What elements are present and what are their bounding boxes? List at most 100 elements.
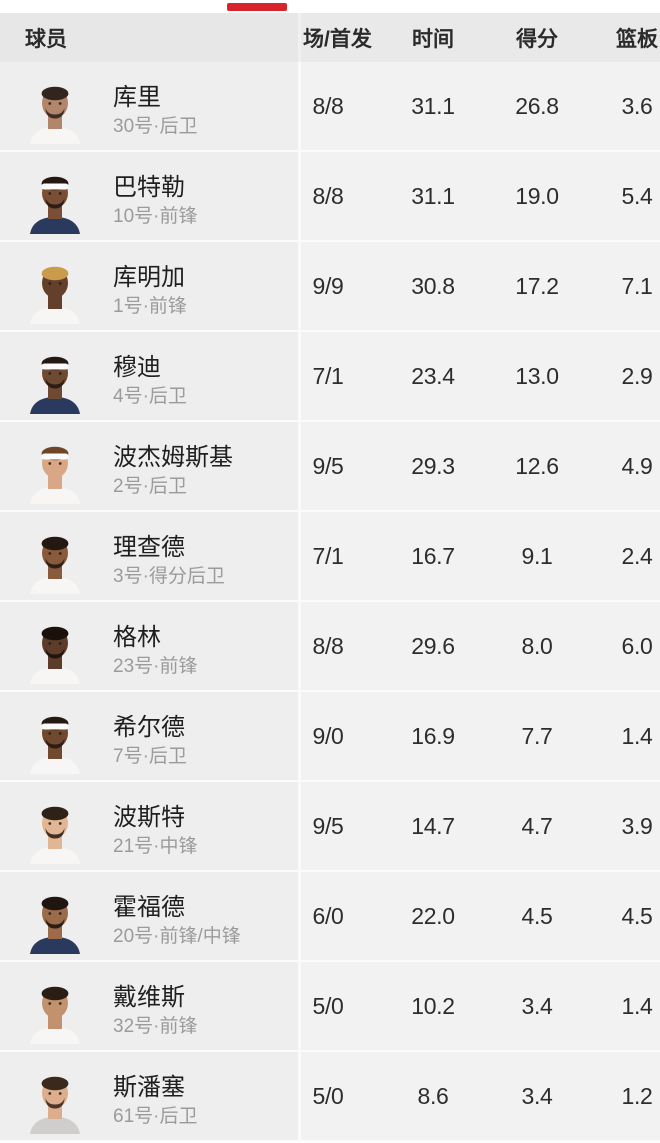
stat-minutes: 30.8: [411, 272, 455, 299]
player-row[interactable]: 格林 23号·前锋 8/8 29.6 8.0 6.0: [0, 602, 660, 692]
stat-games-starts: 9/5: [312, 452, 344, 479]
stat-games-starts: 8/8: [312, 182, 344, 209]
jersey-shape: [30, 397, 80, 414]
stat-minutes: 31.1: [411, 92, 455, 119]
player-avatar: [29, 352, 81, 414]
stats-table-header: 球员 场/首发 时间 得分 篮板: [0, 13, 660, 62]
stat-points: 26.8: [515, 92, 559, 119]
jersey-shape: [30, 757, 80, 774]
jersey-shape: [30, 307, 80, 324]
stat-points: 3.4: [521, 992, 553, 1019]
stat-points: 13.0: [515, 362, 559, 389]
player-avatar: [29, 82, 81, 144]
player-avatar: [29, 892, 81, 954]
jersey-shape: [30, 847, 80, 864]
player-number-position: 10号·前锋: [113, 206, 198, 227]
player-row[interactable]: 库明加 1号·前锋 9/9 30.8 17.2 7.1: [0, 242, 660, 332]
player-number-position: 20号·前锋/中锋: [113, 926, 241, 947]
stat-points: 12.6: [515, 452, 559, 479]
stat-points: 4.5: [521, 902, 553, 929]
player-number-position: 21号·中锋: [113, 836, 198, 857]
stat-points: 17.2: [515, 272, 559, 299]
player-row[interactable]: 戴维斯 32号·前锋 5/0 10.2 3.4 1.4: [0, 962, 660, 1052]
player-number-position: 7号·后卫: [113, 746, 187, 767]
player-avatar: [29, 802, 81, 864]
stat-points: 19.0: [515, 182, 559, 209]
stat-minutes: 31.1: [411, 182, 455, 209]
stat-games-starts: 9/5: [312, 812, 344, 839]
stat-minutes: 10.2: [411, 992, 455, 1019]
stat-games-starts: 8/8: [312, 92, 344, 119]
column-header-minutes: 时间: [412, 27, 454, 51]
player-avatar: [29, 532, 81, 594]
stat-games-starts: 5/0: [312, 1082, 344, 1109]
player-row[interactable]: 霍福德 20号·前锋/中锋 6/0 22.0 4.5 4.5: [0, 872, 660, 962]
player-row[interactable]: 库里 30号·后卫 8/8 31.1 26.8 3.6: [0, 62, 660, 152]
stat-rebounds: 7.1: [621, 272, 653, 299]
stat-rebounds: 1.4: [621, 992, 653, 1019]
player-row[interactable]: 穆迪 4号·后卫 7/1 23.4 13.0 2.9: [0, 332, 660, 422]
player-row[interactable]: 斯潘塞 61号·后卫 5/0 8.6 3.4 1.2: [0, 1052, 660, 1142]
stat-games-starts: 7/1: [312, 362, 344, 389]
player-row[interactable]: 波斯特 21号·中锋 9/5 14.7 4.7 3.9: [0, 782, 660, 872]
jersey-shape: [30, 1027, 80, 1044]
jersey-shape: [30, 937, 80, 954]
stat-points: 3.4: [521, 1082, 553, 1109]
player-avatar: [29, 1072, 81, 1134]
column-header-games-starts: 场/首发: [303, 27, 372, 51]
stat-points: 7.7: [521, 722, 553, 749]
player-row[interactable]: 理查德 3号·得分后卫 7/1 16.7 9.1 2.4: [0, 512, 660, 602]
player-name: 穆迪: [113, 354, 161, 381]
player-avatar: [29, 442, 81, 504]
active-tab-indicator: [227, 3, 287, 11]
column-header-points: 得分: [516, 27, 558, 51]
player-row[interactable]: 波杰姆斯基 2号·后卫 9/5 29.3 12.6 4.9: [0, 422, 660, 512]
player-name: 波斯特: [113, 804, 185, 831]
stat-rebounds: 6.0: [621, 632, 653, 659]
stat-games-starts: 9/9: [312, 272, 344, 299]
stat-points: 8.0: [521, 632, 553, 659]
player-name: 霍福德: [113, 894, 185, 921]
stat-games-starts: 8/8: [312, 632, 344, 659]
jersey-shape: [30, 667, 80, 684]
player-name: 巴特勒: [113, 174, 185, 201]
stat-games-starts: 7/1: [312, 542, 344, 569]
player-name: 斯潘塞: [113, 1074, 185, 1101]
stat-games-starts: 9/0: [312, 722, 344, 749]
player-row[interactable]: 希尔德 7号·后卫 9/0 16.9 7.7 1.4: [0, 692, 660, 782]
stat-minutes: 22.0: [411, 902, 455, 929]
player-number-position: 4号·后卫: [113, 386, 187, 407]
player-name: 格林: [113, 624, 161, 651]
stat-rebounds: 2.4: [621, 542, 653, 569]
player-number-position: 23号·前锋: [113, 656, 198, 677]
stat-rebounds: 3.6: [621, 92, 653, 119]
stat-minutes: 29.3: [411, 452, 455, 479]
jersey-shape: [30, 577, 80, 594]
stat-minutes: 8.6: [417, 1082, 449, 1109]
jersey-shape: [30, 487, 80, 504]
player-number-position: 32号·前锋: [113, 1016, 198, 1037]
jersey-shape: [30, 127, 80, 144]
tab-bar-strip: [0, 0, 660, 13]
column-header-player: 球员: [25, 27, 67, 51]
column-header-rebounds: 篮板: [616, 27, 658, 51]
stat-rebounds: 1.4: [621, 722, 653, 749]
stats-table-body: 库里 30号·后卫 8/8 31.1 26.8 3.6 巴特勒 10号·前锋 8…: [0, 62, 660, 1142]
player-avatar: [29, 712, 81, 774]
player-avatar: [29, 262, 81, 324]
stat-rebounds: 2.9: [621, 362, 653, 389]
player-name: 理查德: [113, 534, 185, 561]
player-name: 戴维斯: [113, 984, 185, 1011]
stat-points: 4.7: [521, 812, 553, 839]
player-number-position: 3号·得分后卫: [113, 566, 225, 587]
player-avatar: [29, 172, 81, 234]
player-number-position: 1号·前锋: [113, 296, 187, 317]
player-avatar: [29, 982, 81, 1044]
player-number-position: 61号·后卫: [113, 1106, 198, 1127]
player-row[interactable]: 巴特勒 10号·前锋 8/8 31.1 19.0 5.4: [0, 152, 660, 242]
player-avatar: [29, 622, 81, 684]
stat-rebounds: 4.9: [621, 452, 653, 479]
player-number-position: 30号·后卫: [113, 116, 198, 137]
stat-minutes: 29.6: [411, 632, 455, 659]
